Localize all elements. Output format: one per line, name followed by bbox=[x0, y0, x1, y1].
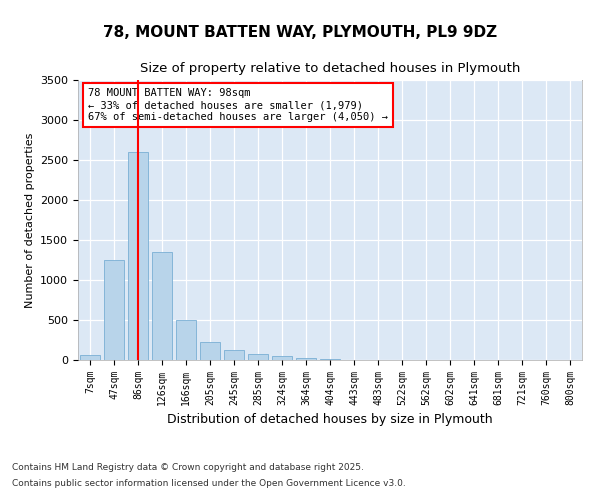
X-axis label: Distribution of detached houses by size in Plymouth: Distribution of detached houses by size … bbox=[167, 414, 493, 426]
Bar bbox=[296, 358, 316, 360]
Text: Contains HM Land Registry data © Crown copyright and database right 2025.: Contains HM Land Registry data © Crown c… bbox=[12, 464, 364, 472]
Bar bbox=[320, 359, 340, 360]
Bar bbox=[176, 320, 196, 360]
Text: Contains public sector information licensed under the Open Government Licence v3: Contains public sector information licen… bbox=[12, 478, 406, 488]
Bar bbox=[200, 342, 220, 360]
Bar bbox=[272, 356, 292, 360]
Bar bbox=[248, 354, 268, 360]
Y-axis label: Number of detached properties: Number of detached properties bbox=[25, 132, 35, 308]
Title: Size of property relative to detached houses in Plymouth: Size of property relative to detached ho… bbox=[140, 62, 520, 74]
Bar bbox=[80, 355, 100, 360]
Text: 78 MOUNT BATTEN WAY: 98sqm
← 33% of detached houses are smaller (1,979)
67% of s: 78 MOUNT BATTEN WAY: 98sqm ← 33% of deta… bbox=[88, 88, 388, 122]
Text: 78, MOUNT BATTEN WAY, PLYMOUTH, PL9 9DZ: 78, MOUNT BATTEN WAY, PLYMOUTH, PL9 9DZ bbox=[103, 25, 497, 40]
Bar bbox=[152, 252, 172, 360]
Bar bbox=[104, 260, 124, 360]
Bar bbox=[224, 350, 244, 360]
Bar bbox=[128, 152, 148, 360]
